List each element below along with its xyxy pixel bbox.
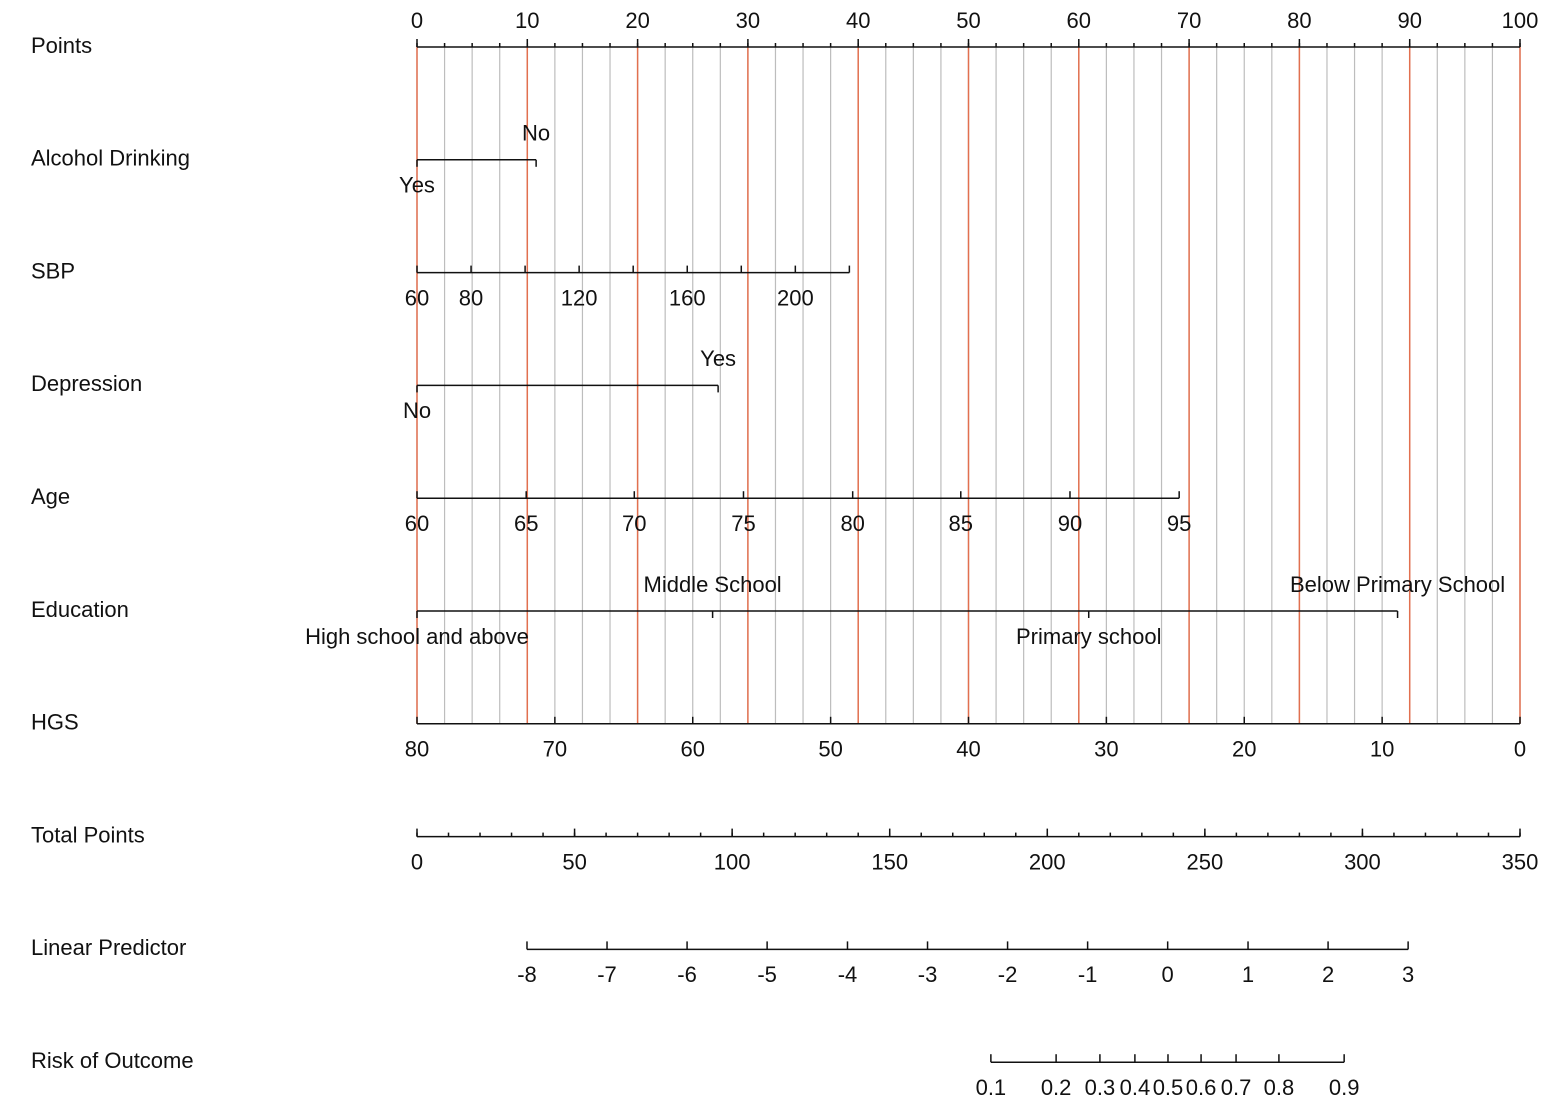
level-label: 80 bbox=[840, 511, 864, 536]
level-label: 0.7 bbox=[1221, 1075, 1252, 1100]
level-label: Primary school bbox=[1016, 624, 1161, 649]
level-label: 65 bbox=[514, 511, 538, 536]
level-label: 0.6 bbox=[1186, 1075, 1217, 1100]
row-label: SBP bbox=[31, 258, 75, 283]
tick-label: 60 bbox=[1067, 8, 1091, 33]
level-label: 200 bbox=[777, 285, 814, 310]
level-label: 0.1 bbox=[976, 1075, 1007, 1100]
level-label: 0.2 bbox=[1041, 1075, 1072, 1100]
level-label: 60 bbox=[405, 511, 429, 536]
level-label: 80 bbox=[405, 737, 429, 762]
level-label: 40 bbox=[956, 737, 980, 762]
tick-label: 20 bbox=[625, 8, 649, 33]
level-label: 1 bbox=[1242, 962, 1254, 987]
level-label: 0.9 bbox=[1329, 1075, 1360, 1100]
level-label: 0.4 bbox=[1120, 1075, 1151, 1100]
level-label: 90 bbox=[1058, 511, 1082, 536]
level-label: 3 bbox=[1402, 962, 1414, 987]
level-label: 80 bbox=[459, 285, 483, 310]
level-label: -3 bbox=[918, 962, 938, 987]
row-label: Education bbox=[31, 597, 129, 622]
level-label: 75 bbox=[731, 511, 755, 536]
tick-label: 100 bbox=[714, 849, 751, 874]
level-label: No bbox=[522, 121, 550, 146]
tick-label: 100 bbox=[1502, 8, 1539, 33]
row-label: HGS bbox=[31, 710, 79, 735]
row-label: Linear Predictor bbox=[31, 935, 186, 960]
row-label: Risk of Outcome bbox=[31, 1048, 194, 1073]
tick-label: 50 bbox=[562, 849, 586, 874]
level-label: High school and above bbox=[305, 624, 529, 649]
level-label: Below Primary School bbox=[1290, 572, 1505, 597]
level-label: 2 bbox=[1322, 962, 1334, 987]
tick-label: 80 bbox=[1287, 8, 1311, 33]
row-label: Total Points bbox=[31, 822, 145, 847]
tick-label: 150 bbox=[871, 849, 908, 874]
tick-label: 70 bbox=[1177, 8, 1201, 33]
level-label: Yes bbox=[700, 346, 736, 371]
level-label: 0 bbox=[1162, 962, 1174, 987]
level-label: -2 bbox=[998, 962, 1018, 987]
level-label: 0.3 bbox=[1085, 1075, 1116, 1100]
level-label: Yes bbox=[399, 173, 435, 198]
row-label: Alcohol Drinking bbox=[31, 146, 190, 171]
level-label: -1 bbox=[1078, 962, 1098, 987]
level-label: 70 bbox=[543, 737, 567, 762]
level-label: 60 bbox=[405, 285, 429, 310]
level-label: -6 bbox=[677, 962, 697, 987]
level-label: 120 bbox=[561, 285, 598, 310]
level-label: 60 bbox=[681, 737, 705, 762]
level-label: 0 bbox=[1514, 737, 1526, 762]
tick-label: 200 bbox=[1029, 849, 1066, 874]
level-label: -5 bbox=[757, 962, 777, 987]
tick-label: 0 bbox=[411, 8, 423, 33]
level-label: 0.5 bbox=[1153, 1075, 1184, 1100]
tick-label: 250 bbox=[1186, 849, 1223, 874]
level-label: 70 bbox=[622, 511, 646, 536]
tick-label: 30 bbox=[736, 8, 760, 33]
level-label: -8 bbox=[517, 962, 537, 987]
level-label: 10 bbox=[1370, 737, 1394, 762]
row-label: Points bbox=[31, 33, 92, 58]
level-label: -7 bbox=[597, 962, 617, 987]
tick-label: 10 bbox=[515, 8, 539, 33]
level-label: 0.8 bbox=[1264, 1075, 1295, 1100]
tick-label: 50 bbox=[956, 8, 980, 33]
level-label: Middle School bbox=[644, 572, 782, 597]
level-label: 50 bbox=[818, 737, 842, 762]
tick-label: 300 bbox=[1344, 849, 1381, 874]
tick-label: 0 bbox=[411, 849, 423, 874]
level-label: 95 bbox=[1167, 511, 1191, 536]
tick-label: 350 bbox=[1502, 849, 1539, 874]
level-label: 160 bbox=[669, 285, 706, 310]
level-label: 85 bbox=[949, 511, 973, 536]
level-label: 30 bbox=[1094, 737, 1118, 762]
level-label: 20 bbox=[1232, 737, 1256, 762]
level-label: No bbox=[403, 398, 431, 423]
tick-label: 40 bbox=[846, 8, 870, 33]
row-label: Depression bbox=[31, 371, 142, 396]
tick-label: 90 bbox=[1397, 8, 1421, 33]
level-label: -4 bbox=[838, 962, 858, 987]
row-label: Age bbox=[31, 484, 70, 509]
